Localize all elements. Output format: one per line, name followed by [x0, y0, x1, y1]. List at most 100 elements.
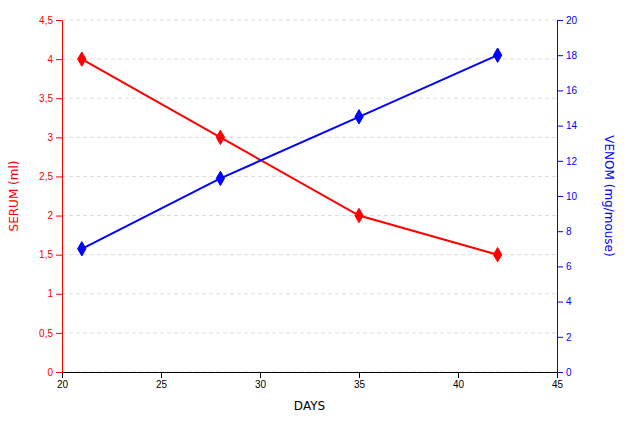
- tick: 20: [557, 15, 578, 26]
- tick-label: 2: [566, 332, 572, 343]
- x-axis-title: DAYS: [294, 399, 325, 413]
- point: [216, 171, 224, 185]
- tick-mark: [260, 372, 261, 378]
- tick: 10: [557, 191, 578, 202]
- tick: 3: [47, 132, 62, 143]
- tick: 0,5: [39, 328, 62, 339]
- grid-line: [62, 215, 557, 216]
- tick-label: 16: [566, 85, 578, 96]
- point: [493, 247, 501, 261]
- tick: 16: [557, 85, 578, 96]
- y-axis: 0 0,5 1 1,5 2 2,5 3 3,5 4 4,5: [39, 15, 62, 378]
- tick-mark: [557, 231, 563, 232]
- tick-mark: [56, 176, 62, 177]
- tick-label: 4: [566, 296, 572, 307]
- point: [78, 52, 86, 66]
- point: [355, 208, 363, 222]
- tick: 3,5: [39, 93, 62, 104]
- tick-mark: [56, 216, 62, 217]
- grid-line: [62, 137, 557, 138]
- point: [216, 130, 224, 144]
- axis-line: [56, 21, 63, 373]
- tick-label: 1,5: [39, 249, 53, 260]
- tick-mark: [557, 372, 563, 373]
- tick-label: 0,5: [39, 328, 53, 339]
- tick: 45: [552, 372, 564, 390]
- tick: 2: [557, 332, 572, 343]
- tick-mark: [557, 337, 563, 338]
- tick-mark: [56, 294, 62, 295]
- tick: 40: [453, 372, 465, 390]
- tick: 20: [57, 372, 69, 390]
- tick: 25: [156, 372, 168, 390]
- tick-label: 3: [47, 132, 53, 143]
- tick-label: 12: [566, 156, 578, 167]
- tick-mark: [56, 255, 62, 256]
- point: [493, 48, 501, 62]
- tick-mark: [557, 126, 563, 127]
- tick-mark: [161, 372, 162, 378]
- tick: 14: [557, 120, 578, 131]
- tick-label: 30: [255, 379, 267, 390]
- point: [355, 110, 363, 124]
- tick-mark: [56, 20, 62, 21]
- axis-line: [63, 373, 558, 379]
- tick-label: 4: [47, 54, 53, 65]
- chart: 20253035404500,511,522,533,544,502468101…: [0, 0, 625, 422]
- y2-axis: 0 2 4 6 8 10 12 14 16 18 20: [557, 15, 578, 378]
- tick-label: 20: [566, 15, 578, 26]
- tick: 1: [47, 288, 62, 299]
- tick-label: 1: [47, 288, 53, 299]
- tick-mark: [56, 372, 62, 373]
- tick-mark: [557, 266, 563, 267]
- tick: 2,5: [39, 171, 62, 182]
- tick-mark: [458, 372, 459, 378]
- tick-label: 20: [57, 379, 69, 390]
- tick-mark: [557, 90, 563, 91]
- grid-line: [62, 332, 557, 333]
- tick-mark: [56, 137, 62, 138]
- tick-mark: [557, 161, 563, 162]
- marks: [78, 48, 502, 262]
- grid-line: [62, 254, 557, 255]
- series-line: [82, 59, 498, 255]
- grid-line: [62, 98, 557, 99]
- tick-mark: [56, 98, 62, 99]
- tick-label: 14: [566, 120, 578, 131]
- tick-mark: [56, 59, 62, 60]
- tick-mark: [557, 196, 563, 197]
- tick: 12: [557, 156, 578, 167]
- series-line: [82, 55, 498, 249]
- x-axis: 20 25 30 35 40 45: [57, 372, 564, 390]
- tick-label: 4,5: [39, 15, 53, 26]
- tick-mark: [557, 302, 563, 303]
- tick-mark: [56, 333, 62, 334]
- tick-mark: [359, 372, 360, 378]
- tick-mark: [557, 55, 563, 56]
- tick: 35: [354, 372, 366, 390]
- tick-label: 35: [354, 379, 366, 390]
- tick: 4,5: [39, 15, 62, 26]
- tick: 4: [47, 54, 62, 65]
- grid-line: [62, 293, 557, 294]
- tick-label: 2,5: [39, 171, 53, 182]
- series: [78, 48, 502, 256]
- tick: 4: [557, 296, 572, 307]
- tick: 6: [557, 261, 572, 272]
- tick-label: 40: [453, 379, 465, 390]
- tick: 1,5: [39, 249, 62, 260]
- tick-label: 45: [552, 379, 564, 390]
- plot: 20253035404500,511,522,533,544,502468101…: [7, 15, 616, 413]
- tick-label: 10: [566, 191, 578, 202]
- tick-label: 3,5: [39, 93, 53, 104]
- grid-line: [62, 176, 557, 177]
- grid-line: [62, 20, 557, 21]
- tick-label: 0: [566, 367, 572, 378]
- tick-label: 18: [566, 50, 578, 61]
- tick-label: 2: [47, 210, 53, 221]
- grid-line: [62, 59, 557, 60]
- y2-axis-title: VENOM (mg/mouse): [602, 135, 616, 256]
- tick: 0: [47, 367, 62, 378]
- series: [78, 52, 502, 262]
- tick-label: 8: [566, 226, 572, 237]
